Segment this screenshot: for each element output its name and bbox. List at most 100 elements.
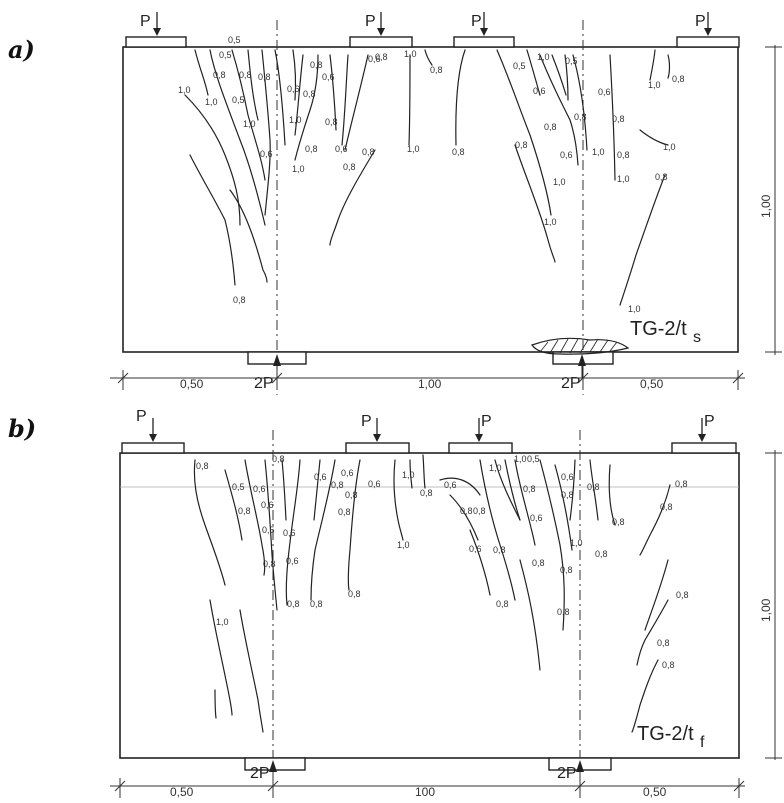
crack-width-label: 0,6 xyxy=(368,479,381,489)
crack-width-label: 1,0 xyxy=(553,177,566,187)
repair-hatch xyxy=(539,338,618,354)
crack-width-label: 1,0 xyxy=(617,174,630,184)
crack-width-label: 0,6 xyxy=(561,472,574,482)
cracks-b xyxy=(193,454,671,733)
crack-width-label: 0,5 xyxy=(232,95,245,105)
crack-width-label: 0,8 xyxy=(325,117,338,127)
crack-width-label: 1,0 xyxy=(544,217,557,227)
crack-width-label: 0,8 xyxy=(595,549,608,559)
load-arrow: P xyxy=(365,12,385,36)
crack-width-label: 1,0 xyxy=(663,142,676,152)
crack-width-label: 0,5 xyxy=(219,50,232,60)
load-label: P xyxy=(140,13,151,30)
crack-width-label: 0,5 xyxy=(232,482,245,492)
crack-width-label: 0,8 xyxy=(676,590,689,600)
crack-width-label: 0,8 xyxy=(617,150,630,160)
crack-width-label: 1,0 xyxy=(628,304,641,314)
crack-width-label: 0,8 xyxy=(345,490,358,500)
dimension-label: 0,50 xyxy=(643,785,667,799)
crack-width-label: 1,0 xyxy=(570,538,583,548)
crack-width-label: 0,8 xyxy=(662,660,675,670)
load-label: P xyxy=(136,408,147,425)
crack-width-label: 1,0 xyxy=(489,463,502,473)
crack-width-label: 0,8 xyxy=(287,599,300,609)
crack-width-label: 1,0 xyxy=(648,80,661,90)
load-plate xyxy=(671,442,737,454)
crack-width-label: 0,6 xyxy=(286,556,299,566)
height-dimension-a: 1,00 xyxy=(759,45,782,355)
crack-width-label: 0,8 xyxy=(657,638,670,648)
load-arrow: P xyxy=(475,413,492,442)
crack-width-label: 0,5 xyxy=(565,56,578,66)
load-arrow: P xyxy=(361,413,381,442)
support-arrow xyxy=(269,760,277,772)
crack-width-label: 0,6 xyxy=(283,528,296,538)
support-load-label: 2P xyxy=(557,765,577,782)
dimension-label: 0,50 xyxy=(170,785,194,799)
crack-width-label: 0,8 xyxy=(672,74,685,84)
crack-width-label: 0,8 xyxy=(473,506,486,516)
crack-width-label: 1,0 xyxy=(216,617,229,627)
crack-width-label: 0,8 xyxy=(331,480,344,490)
load-label: P xyxy=(471,13,482,30)
crack-width-label: 0,8 xyxy=(343,162,356,172)
crack-width-label: 0,5 xyxy=(513,61,526,71)
load-plate xyxy=(349,36,413,48)
crack-width-label: 0,8 xyxy=(515,140,528,150)
cracks-a xyxy=(184,49,671,306)
specimen-subscript: s xyxy=(693,329,701,346)
crack-width-label: 0,8 xyxy=(560,565,573,575)
crack-width-label: 0,6 xyxy=(253,484,266,494)
crack-width-label: 0,6 xyxy=(368,54,381,64)
crack-width-label: 1,0 xyxy=(397,540,410,550)
crack-width-label: 0,8 xyxy=(420,488,433,498)
support-load-label: 2P xyxy=(250,765,270,782)
crack-width-label: 0,8 xyxy=(348,589,361,599)
crack-width-label: 0,6 xyxy=(533,86,546,96)
crack-width-label: 0,8 xyxy=(238,506,251,516)
specimen-label-a: TG-2/t s xyxy=(630,318,701,346)
crack-width-label: 0,8 xyxy=(460,506,473,516)
dimension-label: 1,00 xyxy=(418,377,442,391)
load-arrow: P xyxy=(695,12,712,36)
panel-b-label: b) xyxy=(8,414,36,443)
panel-a: a) P P P P xyxy=(8,12,782,395)
crack-width-label: 0,8 xyxy=(213,70,226,80)
specimen-name: TG-2/t xyxy=(637,723,694,745)
crack-width-label: 0,8 xyxy=(272,454,285,464)
crack-width-label: 0,6 xyxy=(335,144,348,154)
crack-width-label: 1,0 xyxy=(205,97,218,107)
crack-width-label: 0,8 xyxy=(362,147,375,157)
crack-width-label: 0,5 xyxy=(527,454,540,464)
crack-width-label: 0,8 xyxy=(338,507,351,517)
dimension-label: 0,50 xyxy=(640,377,664,391)
crack-width-label: 0,5 xyxy=(262,525,275,535)
crack-width-label: 0,8 xyxy=(305,144,318,154)
crack-width-label: 1,0 xyxy=(514,454,527,464)
dimension-label: 0,50 xyxy=(180,377,204,391)
specimen-name: TG-2/t xyxy=(630,318,687,340)
load-arrow: P xyxy=(136,408,157,442)
crack-width-label: 1,0 xyxy=(537,52,550,62)
crack-width-label: 1,0 xyxy=(407,144,420,154)
support-arrow xyxy=(576,760,584,772)
crack-width-label: 0,8 xyxy=(612,517,625,527)
crack-width-label: 0,6 xyxy=(469,544,482,554)
crack-width-label: 0,8 xyxy=(239,70,252,80)
support-load-label: 2P xyxy=(561,375,581,392)
crack-width-label: 0,6 xyxy=(322,72,335,82)
load-label: P xyxy=(695,13,706,30)
specimen-label-b: TG-2/t f xyxy=(637,723,705,751)
crack-width-label: 1,0 xyxy=(404,49,417,59)
height-dimension-b: 1,00 xyxy=(759,450,782,760)
load-label: P xyxy=(365,13,376,30)
height-label: 1,00 xyxy=(759,598,773,622)
crack-width-label: 0,8 xyxy=(675,479,688,489)
crack-width-label: 1,0 xyxy=(243,119,256,129)
beam-a xyxy=(122,46,739,353)
specimen-subscript: f xyxy=(700,734,705,751)
load-plate xyxy=(448,442,513,454)
load-arrow: P xyxy=(140,12,161,36)
crack-labels-a: 0,5 0,8 0,8 1,0 1,0 0,5 1,0 0,6 0,5 0,8 0,6 0,8 0,8 0… xyxy=(178,35,685,314)
